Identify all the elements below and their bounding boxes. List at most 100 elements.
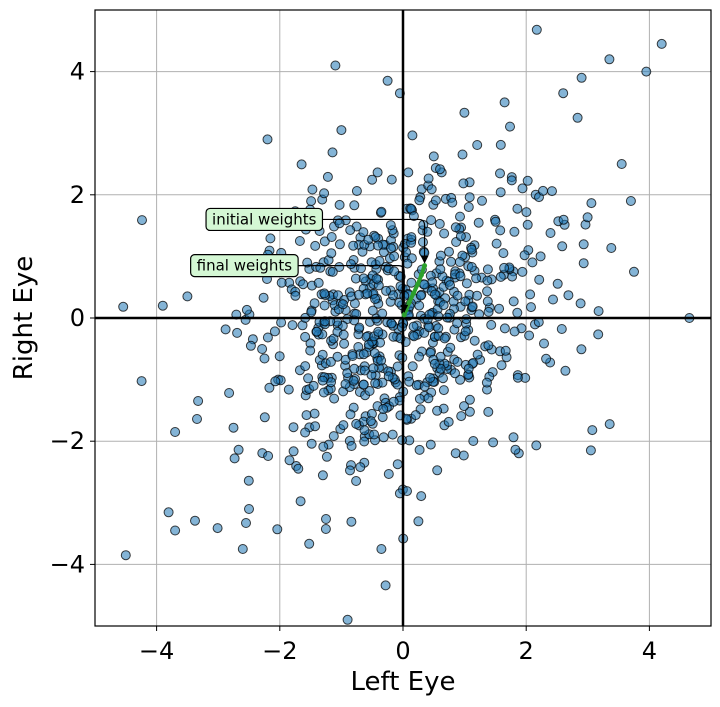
origin-axes [95, 10, 711, 626]
scatter-point [378, 404, 389, 414]
scatter-point [499, 97, 510, 108]
scatter-point [491, 238, 502, 249]
scatter-point [373, 326, 384, 337]
scatter-point [495, 225, 506, 236]
scatter-point [426, 184, 437, 195]
scatter-point [372, 167, 383, 178]
trajectory-point [415, 281, 421, 287]
scatter-point [414, 393, 425, 404]
scatter-point [575, 298, 586, 309]
scatter-point [262, 332, 273, 343]
scatter-point [463, 363, 474, 374]
scatter-point [307, 184, 318, 195]
scatter-point [483, 306, 494, 317]
scatter-point [428, 151, 439, 162]
scatter-point [432, 405, 443, 416]
scatter-point [237, 544, 248, 554]
scatter-point [512, 372, 523, 383]
scatter-point [272, 524, 283, 535]
scatter-point [446, 256, 456, 267]
scatter-point [629, 266, 639, 277]
scatter-point [406, 232, 417, 243]
scatter-point [373, 240, 383, 251]
scatter-point [482, 275, 493, 286]
x-axis-label: Left Eye [351, 667, 456, 697]
scatter-point [452, 290, 463, 301]
scatter-point [473, 217, 484, 228]
scatter-point [118, 301, 129, 312]
scatter-point [377, 308, 388, 319]
scatter-point [170, 525, 181, 536]
scatter-point [582, 212, 593, 223]
scatter-point [345, 409, 356, 420]
scatter-point [376, 206, 387, 217]
scatter-point [224, 388, 235, 398]
scatter-point [495, 271, 506, 282]
scatter-point [616, 159, 627, 169]
scatter-point [414, 300, 425, 311]
scatter-point [593, 306, 604, 317]
scatter-point [455, 271, 466, 282]
scatter-point [220, 324, 231, 335]
scatter-point [366, 257, 377, 268]
scatter-point [137, 215, 147, 226]
scatter-point [336, 125, 347, 136]
scatter-point [423, 173, 434, 184]
scatter-point [505, 121, 515, 132]
scatter-point [423, 393, 434, 404]
annotation-arrowhead [400, 304, 409, 313]
scatter-point [359, 436, 370, 447]
scatter-point [456, 411, 467, 422]
scatter-point [494, 303, 505, 314]
scatter-point [358, 273, 369, 284]
scatter-point [500, 345, 511, 356]
scatter-point [495, 187, 506, 198]
scatter-point [388, 290, 398, 301]
scatter-point [120, 550, 131, 561]
scatter-point [435, 250, 446, 261]
scatter-point [438, 373, 448, 384]
scatter-point [447, 197, 458, 208]
scatter-point [274, 351, 285, 362]
scatter-point [433, 323, 444, 334]
scatter-point [585, 445, 596, 456]
scatter-point [327, 266, 338, 277]
scatter-point [461, 278, 472, 289]
scatter-point [531, 440, 542, 451]
scatter-point [269, 326, 280, 337]
scatter-point [425, 372, 436, 383]
scatter-point [346, 259, 356, 270]
scatter-point [296, 159, 307, 170]
scatter-point [418, 237, 428, 248]
x-tick-label: −2 [262, 637, 297, 665]
scatter-point [438, 300, 449, 311]
scatter-point [342, 368, 353, 379]
y-tick-label: 4 [70, 58, 85, 86]
scatter-point [558, 88, 569, 99]
scatter-point [346, 516, 357, 527]
scatter-point [459, 401, 469, 412]
scatter-point [477, 195, 487, 206]
scatter-point [388, 396, 399, 407]
scatter-point [464, 192, 475, 203]
scatter-point [498, 248, 509, 259]
scatter-point [193, 396, 204, 406]
scatter-point [557, 241, 568, 252]
scatter-point [290, 290, 301, 301]
scatter-point [309, 298, 320, 309]
x-tick-label: 4 [642, 637, 657, 665]
scatter-point [587, 425, 598, 436]
scatter-point [472, 349, 483, 360]
scatter-point [241, 304, 252, 315]
scatter-point [483, 406, 494, 417]
scatter-point [527, 257, 538, 268]
weight-trajectory [401, 263, 428, 318]
scatter-point [329, 393, 340, 404]
scatter-point [338, 420, 349, 431]
scatter-point [349, 200, 360, 211]
scatter-points [118, 24, 695, 625]
y-tick-label: 2 [70, 181, 85, 209]
trajectory-point [406, 300, 412, 306]
scatter-point [414, 351, 424, 362]
scatter-point [306, 307, 317, 318]
